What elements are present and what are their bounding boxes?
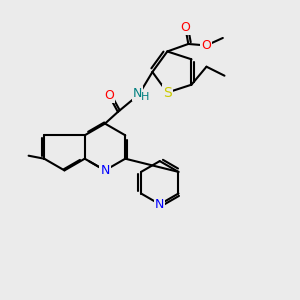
Text: H: H: [141, 92, 150, 103]
Text: O: O: [104, 89, 114, 102]
Text: N: N: [155, 198, 164, 211]
Text: O: O: [201, 39, 211, 52]
Text: N: N: [100, 164, 110, 177]
Text: N: N: [133, 86, 142, 100]
Text: O: O: [180, 21, 190, 34]
Text: S: S: [163, 85, 172, 100]
